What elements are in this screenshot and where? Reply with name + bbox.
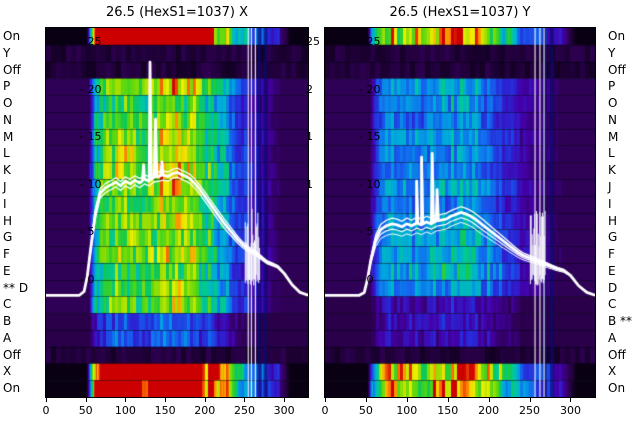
left-axis-label: On	[3, 29, 21, 43]
y-tick-label: - 10	[359, 177, 381, 191]
right-axis-label: B **	[608, 314, 633, 329]
y-tick-label: - 25	[80, 35, 102, 48]
left-axis-label: I	[3, 196, 7, 211]
x-tick-mark	[570, 398, 572, 402]
right-axis-label: C	[608, 297, 617, 312]
right-axis-label: E	[608, 263, 616, 278]
x-tick-label: 300	[273, 404, 295, 417]
right-axis-label: A	[608, 330, 617, 345]
x-tick-label: 250	[233, 404, 255, 417]
x-tick-label: 300	[559, 404, 581, 417]
left-axis-label: G	[3, 230, 13, 245]
right-axis-label: P	[608, 79, 616, 94]
x-tick-mark	[125, 398, 127, 402]
x-tick-mark	[529, 398, 531, 402]
right-axis-label: On	[608, 381, 626, 396]
x-tick-mark	[488, 398, 490, 402]
left-axis-label: N	[3, 112, 12, 127]
left-axis-label: H	[3, 213, 13, 228]
left-axis-label: P	[3, 79, 11, 94]
left-axis-label: Y	[3, 45, 11, 60]
right-axis-label: F	[608, 247, 615, 262]
heatmap-y-canvas	[325, 28, 595, 397]
x-tick-label: 100	[114, 404, 136, 417]
x-tick-mark	[204, 398, 206, 402]
y-tick-label: - 15	[359, 130, 381, 144]
left-axis-label: K	[3, 163, 11, 178]
left-axis-label: M	[3, 129, 14, 144]
right-axis-label: Y	[608, 45, 616, 60]
x-tick-label: 200	[194, 404, 216, 417]
heatmap-x-canvas	[46, 28, 308, 397]
x-tick-label: 200	[478, 404, 500, 417]
x-tick-label: 50	[78, 404, 93, 417]
y-tick-label: - 20	[359, 82, 381, 96]
left-axis-label: X	[3, 364, 12, 379]
y-tick-label: - 25	[359, 35, 381, 48]
left-axis-label: F	[3, 247, 10, 262]
x-tick-mark	[165, 398, 167, 402]
x-tick-mark	[244, 398, 246, 402]
x-tick-label: 150	[154, 404, 176, 417]
right-axis-label: K	[608, 163, 616, 178]
left-axis-label: Off	[3, 62, 21, 77]
left-axis-label: ** D	[3, 280, 29, 295]
right-axis-label: N	[608, 112, 617, 127]
left-axis-label: On	[3, 381, 21, 396]
x-tick-mark	[325, 398, 326, 402]
left-axis-label: B	[3, 314, 12, 329]
right-axis-label: G	[608, 230, 618, 245]
right-axis-label: Off	[608, 347, 626, 362]
between-tick-label: 1	[306, 177, 313, 191]
between-tick-label: 1	[306, 130, 313, 144]
x-tick-mark	[365, 398, 367, 402]
x-tick-label: 100	[396, 404, 418, 417]
left-axis-label: J	[3, 179, 7, 194]
x-tick-mark	[447, 398, 449, 402]
left-axis-label: Off	[3, 347, 21, 362]
right-axis-label: Off	[608, 62, 626, 77]
x-tick-mark	[46, 398, 47, 402]
x-tick-label: 0	[321, 404, 329, 417]
right-axis-label: O	[608, 96, 618, 111]
right-axis-label: On	[608, 29, 626, 43]
y-tick-label: - 5	[80, 225, 95, 239]
y-tick-label: - 20	[80, 82, 102, 96]
left-axis-label: L	[3, 146, 10, 161]
left-axis-label: O	[3, 96, 13, 111]
y-tick-label: - 10	[80, 177, 102, 191]
right-axis-label: M	[608, 129, 619, 144]
x-tick-mark	[284, 398, 286, 402]
y-tick-label: - 5	[359, 225, 374, 239]
right-axis-label: H	[608, 213, 618, 228]
x-tick-label: 150	[437, 404, 459, 417]
x-tick-mark	[406, 398, 408, 402]
plot-y-title: 26.5 (HexS1=1037) Y	[389, 5, 531, 20]
left-axis-label: E	[3, 263, 11, 278]
right-axis-label: X	[608, 364, 617, 379]
y-tick-label: - 15	[80, 130, 102, 144]
x-tick-label: 250	[519, 404, 541, 417]
y-tick-label: - 0	[80, 273, 95, 286]
x-tick-label: 50	[358, 404, 373, 417]
right-axis-label: D	[608, 280, 618, 295]
x-tick-mark	[85, 398, 87, 402]
between-tick-label: 25	[306, 35, 320, 48]
left-axis-label: C	[3, 297, 12, 312]
x-tick-label: 0	[42, 404, 50, 417]
y-tick-label: - 0	[359, 273, 374, 286]
left-axis-label: A	[3, 330, 12, 345]
right-axis-label: L	[608, 146, 615, 161]
right-axis-label: J	[608, 179, 612, 194]
right-axis-label: I	[608, 196, 612, 211]
between-tick-label: 2	[306, 82, 313, 96]
plot-x-title: 26.5 (HexS1=1037) X	[106, 5, 248, 20]
